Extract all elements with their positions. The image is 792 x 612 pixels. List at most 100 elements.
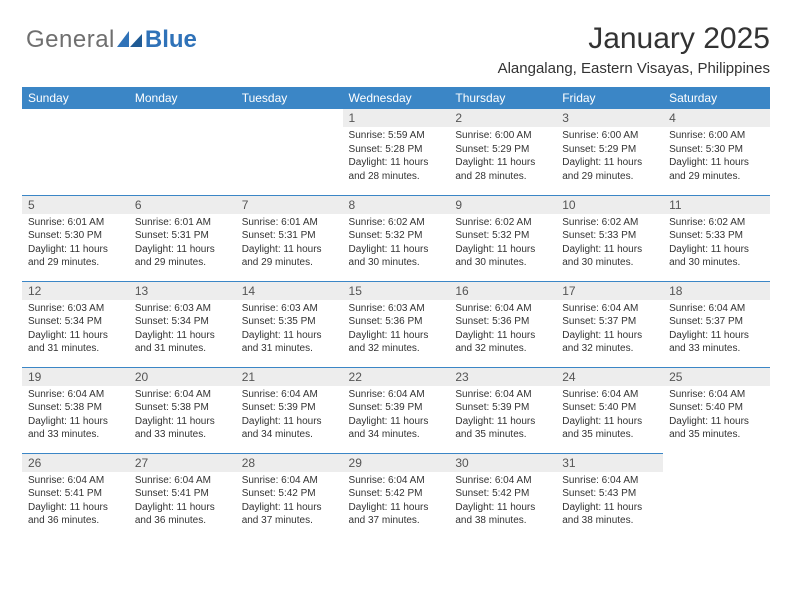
calendar-day-cell: 7 Sunrise: 6:01 AMSunset: 5:31 PMDaylight… (236, 195, 343, 281)
calendar-day-cell: 30 Sunrise: 6:04 AMSunset: 5:42 PMDayligh… (449, 453, 556, 539)
day-details: Sunrise: 6:02 AMSunset: 5:32 PMDaylight:… (449, 216, 556, 270)
day-number: 26 (22, 454, 129, 472)
day-details: Sunrise: 6:02 AMSunset: 5:33 PMDaylight:… (556, 216, 663, 270)
day-details: Sunrise: 6:04 AMSunset: 5:37 PMDaylight:… (663, 302, 770, 356)
day-details: Sunrise: 6:01 AMSunset: 5:31 PMDaylight:… (129, 216, 236, 270)
day-number: 31 (556, 454, 663, 472)
day-number: 22 (343, 368, 450, 386)
day-number: 30 (449, 454, 556, 472)
calendar-day-cell: 13 Sunrise: 6:03 AMSunset: 5:34 PMDayligh… (129, 281, 236, 367)
calendar-day-cell: 31 Sunrise: 6:04 AMSunset: 5:43 PMDayligh… (556, 453, 663, 539)
day-details: Sunrise: 6:04 AMSunset: 5:39 PMDaylight:… (449, 388, 556, 442)
day-number: 23 (449, 368, 556, 386)
calendar-day-cell: 18 Sunrise: 6:04 AMSunset: 5:37 PMDayligh… (663, 281, 770, 367)
day-details: Sunrise: 6:00 AMSunset: 5:29 PMDaylight:… (556, 129, 663, 183)
col-tuesday: Tuesday (236, 87, 343, 109)
day-details: Sunrise: 6:04 AMSunset: 5:39 PMDaylight:… (236, 388, 343, 442)
calendar-day-cell: 22 Sunrise: 6:04 AMSunset: 5:39 PMDayligh… (343, 367, 450, 453)
day-details: Sunrise: 6:00 AMSunset: 5:30 PMDaylight:… (663, 129, 770, 183)
day-number: 8 (343, 196, 450, 214)
day-number: 19 (22, 368, 129, 386)
calendar-week: 12Sunrise: 6:03 AMSunset: 5:34 PMDayligh… (22, 281, 770, 367)
day-details: Sunrise: 6:02 AMSunset: 5:33 PMDaylight:… (663, 216, 770, 270)
calendar-day-cell: 23 Sunrise: 6:04 AMSunset: 5:39 PMDayligh… (449, 367, 556, 453)
col-monday: Monday (129, 87, 236, 109)
day-number: 21 (236, 368, 343, 386)
day-details: Sunrise: 6:00 AMSunset: 5:29 PMDaylight:… (449, 129, 556, 183)
calendar-day-cell (22, 109, 129, 195)
col-saturday: Saturday (663, 87, 770, 109)
day-details: Sunrise: 6:04 AMSunset: 5:38 PMDaylight:… (22, 388, 129, 442)
day-number: 29 (343, 454, 450, 472)
calendar-table: Sunday Monday Tuesday Wednesday Thursday… (22, 87, 770, 539)
day-number: 5 (22, 196, 129, 214)
day-details: Sunrise: 6:03 AMSunset: 5:35 PMDaylight:… (236, 302, 343, 356)
logo-text-2: Blue (145, 26, 197, 54)
day-number: 13 (129, 282, 236, 300)
calendar-day-cell: 25 Sunrise: 6:04 AMSunset: 5:40 PMDayligh… (663, 367, 770, 453)
calendar-day-cell: 4 Sunrise: 6:00 AMSunset: 5:30 PMDaylight… (663, 109, 770, 195)
calendar-day-cell: 12Sunrise: 6:03 AMSunset: 5:34 PMDayligh… (22, 281, 129, 367)
calendar-day-cell: 8 Sunrise: 6:02 AMSunset: 5:32 PMDaylight… (343, 195, 450, 281)
calendar-day-cell: 20Sunrise: 6:04 AMSunset: 5:38 PMDayligh… (129, 367, 236, 453)
day-number: 16 (449, 282, 556, 300)
calendar-day-cell (236, 109, 343, 195)
col-thursday: Thursday (449, 87, 556, 109)
day-number: 28 (236, 454, 343, 472)
day-number: 18 (663, 282, 770, 300)
day-details: Sunrise: 6:04 AMSunset: 5:36 PMDaylight:… (449, 302, 556, 356)
calendar-week: 26Sunrise: 6:04 AMSunset: 5:41 PMDayligh… (22, 453, 770, 539)
logo: General Blue (26, 26, 197, 54)
day-number: 6 (129, 196, 236, 214)
day-details: Sunrise: 6:04 AMSunset: 5:43 PMDaylight:… (556, 474, 663, 528)
calendar-body: 1Sunrise: 5:59 AMSunset: 5:28 PMDaylight… (22, 109, 770, 539)
day-details: Sunrise: 6:01 AMSunset: 5:31 PMDaylight:… (236, 216, 343, 270)
col-sunday: Sunday (22, 87, 129, 109)
calendar-day-cell: 17 Sunrise: 6:04 AMSunset: 5:37 PMDayligh… (556, 281, 663, 367)
day-number: 10 (556, 196, 663, 214)
calendar-week: 1Sunrise: 5:59 AMSunset: 5:28 PMDaylight… (22, 109, 770, 195)
calendar-day-cell: 24Sunrise: 6:04 AMSunset: 5:40 PMDayligh… (556, 367, 663, 453)
calendar-day-cell: 28 Sunrise: 6:04 AMSunset: 5:42 PMDayligh… (236, 453, 343, 539)
day-details: Sunrise: 6:04 AMSunset: 5:40 PMDaylight:… (556, 388, 663, 442)
logo-text-1: General (26, 26, 115, 54)
day-number: 2 (449, 109, 556, 127)
day-number: 17 (556, 282, 663, 300)
calendar-day-cell: 6 Sunrise: 6:01 AMSunset: 5:31 PMDaylight… (129, 195, 236, 281)
calendar-day-cell: 10 Sunrise: 6:02 AMSunset: 5:33 PMDayligh… (556, 195, 663, 281)
calendar-day-cell (129, 109, 236, 195)
calendar-week: 19Sunrise: 6:04 AMSunset: 5:38 PMDayligh… (22, 367, 770, 453)
calendar-day-cell: 26Sunrise: 6:04 AMSunset: 5:41 PMDayligh… (22, 453, 129, 539)
day-details: Sunrise: 6:03 AMSunset: 5:34 PMDaylight:… (22, 302, 129, 356)
day-number: 15 (343, 282, 450, 300)
calendar-day-cell: 9Sunrise: 6:02 AMSunset: 5:32 PMDaylight… (449, 195, 556, 281)
day-number: 7 (236, 196, 343, 214)
calendar-day-cell: 14 Sunrise: 6:03 AMSunset: 5:35 PMDayligh… (236, 281, 343, 367)
page-subtitle: Alangalang, Eastern Visayas, Philippines (22, 60, 770, 77)
calendar-header-row: Sunday Monday Tuesday Wednesday Thursday… (22, 87, 770, 109)
calendar-day-cell (663, 453, 770, 539)
day-details: Sunrise: 6:01 AMSunset: 5:30 PMDaylight:… (22, 216, 129, 270)
col-friday: Friday (556, 87, 663, 109)
calendar-day-cell: 29 Sunrise: 6:04 AMSunset: 5:42 PMDayligh… (343, 453, 450, 539)
calendar-week: 5 Sunrise: 6:01 AMSunset: 5:30 PMDaylight… (22, 195, 770, 281)
calendar-day-cell: 27 Sunrise: 6:04 AMSunset: 5:41 PMDayligh… (129, 453, 236, 539)
day-number: 11 (663, 196, 770, 214)
day-details: Sunrise: 6:04 AMSunset: 5:42 PMDaylight:… (449, 474, 556, 528)
day-details: Sunrise: 6:04 AMSunset: 5:39 PMDaylight:… (343, 388, 450, 442)
calendar-day-cell: 3Sunrise: 6:00 AMSunset: 5:29 PMDaylight… (556, 109, 663, 195)
day-number: 4 (663, 109, 770, 127)
day-details: Sunrise: 6:04 AMSunset: 5:37 PMDaylight:… (556, 302, 663, 356)
day-details: Sunrise: 6:04 AMSunset: 5:40 PMDaylight:… (663, 388, 770, 442)
day-details: Sunrise: 6:04 AMSunset: 5:38 PMDaylight:… (129, 388, 236, 442)
day-details: Sunrise: 6:03 AMSunset: 5:34 PMDaylight:… (129, 302, 236, 356)
day-details: Sunrise: 6:02 AMSunset: 5:32 PMDaylight:… (343, 216, 450, 270)
day-number: 14 (236, 282, 343, 300)
calendar-day-cell: 15Sunrise: 6:03 AMSunset: 5:36 PMDayligh… (343, 281, 450, 367)
day-details: Sunrise: 6:04 AMSunset: 5:41 PMDaylight:… (129, 474, 236, 528)
day-details: Sunrise: 6:04 AMSunset: 5:42 PMDaylight:… (343, 474, 450, 528)
day-number: 27 (129, 454, 236, 472)
day-details: Sunrise: 5:59 AMSunset: 5:28 PMDaylight:… (343, 129, 450, 183)
day-number: 25 (663, 368, 770, 386)
day-details: Sunrise: 6:04 AMSunset: 5:42 PMDaylight:… (236, 474, 343, 528)
